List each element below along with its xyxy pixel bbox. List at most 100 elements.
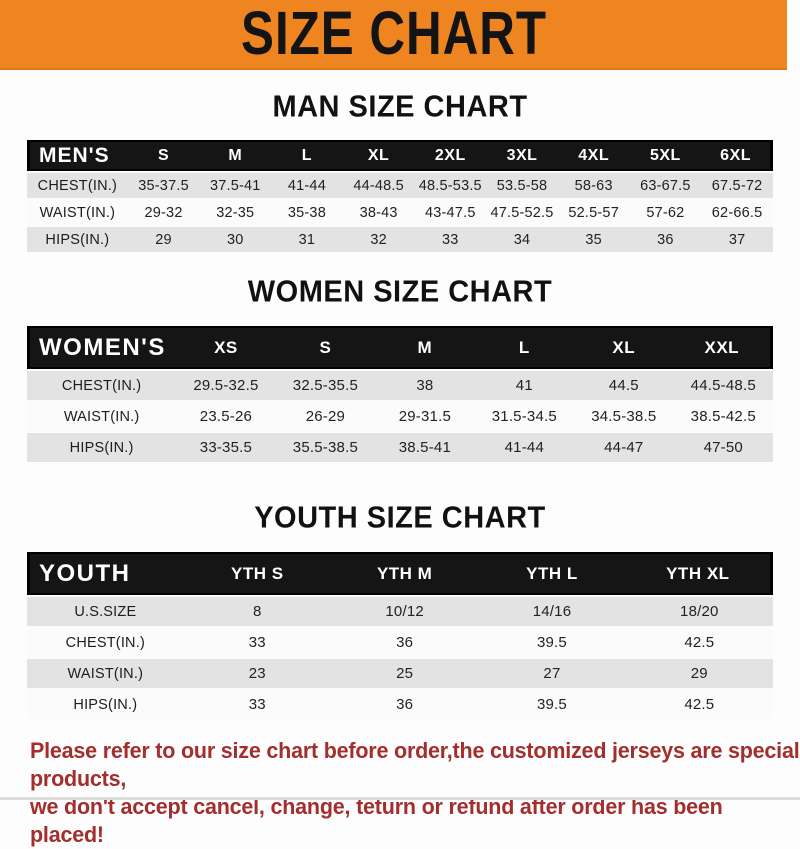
size-value-cell: 36 xyxy=(629,225,702,252)
size-value-cell: 67.5-72 xyxy=(701,171,773,198)
size-value-cell: 41-44 xyxy=(474,431,575,462)
size-value-cell: 42.5 xyxy=(625,688,773,719)
row-label: CHEST(IN.) xyxy=(27,369,177,400)
row-label: CHEST(IN.) xyxy=(27,626,184,657)
table-row: CHEST(IN.) 29.5-32.5 32.5-35.5 38 41 44.5 44.5… xyxy=(27,369,773,400)
table-row: WAIST(IN.) 29-32 32-35 35-38 38-43 43-47.5 47.… xyxy=(27,198,773,225)
column-header: S xyxy=(275,326,376,369)
size-value-cell: 29-31.5 xyxy=(375,400,475,431)
column-header: 2XL xyxy=(414,140,487,171)
table-header-label: WOMEN'S xyxy=(27,326,177,369)
size-value-cell: 23.5-26 xyxy=(176,400,276,431)
bottom-edge-strip xyxy=(0,797,800,800)
column-header: XXL xyxy=(673,326,773,369)
size-value-cell: 39.5 xyxy=(478,626,626,657)
row-label: HIPS(IN.) xyxy=(27,431,177,462)
size-value-cell: 38-43 xyxy=(342,198,415,225)
size-value-cell: 27 xyxy=(478,657,626,688)
size-value-cell: 34.5-38.5 xyxy=(574,400,674,431)
women-section-heading: WOMEN SIZE CHART xyxy=(247,275,553,309)
column-header: 6XL xyxy=(701,140,773,171)
size-value-cell: 23 xyxy=(183,657,331,688)
size-value-cell: 37.5-41 xyxy=(199,171,272,198)
table-header-row: WOMEN'S XS S M L XL XXL xyxy=(27,326,773,369)
refund-policy-line-2: we don't accept cancel, change, teturn o… xyxy=(30,794,723,848)
table-row: HIPS(IN.) 33-35.5 35.5-38.5 38.5-41 41-44 44-… xyxy=(27,431,773,462)
column-header: YTH S xyxy=(183,552,331,595)
column-header: XS xyxy=(176,326,276,369)
table-header-row: YOUTH YTH S YTH M YTH L YTH XL xyxy=(27,552,773,595)
size-value-cell: 47-50 xyxy=(673,431,773,462)
size-value-cell: 42.5 xyxy=(625,626,773,657)
column-header: L xyxy=(474,326,575,369)
size-value-cell: 32.5-35.5 xyxy=(275,369,376,400)
size-value-cell: 14/16 xyxy=(478,595,626,626)
size-value-cell: 44-47 xyxy=(574,431,674,462)
row-label: HIPS(IN.) xyxy=(27,688,184,719)
row-label: U.S.SIZE xyxy=(27,595,184,626)
size-value-cell: 18/20 xyxy=(625,595,773,626)
size-value-cell: 38 xyxy=(375,369,475,400)
column-header: YTH XL xyxy=(625,552,773,595)
size-value-cell: 57-62 xyxy=(629,198,702,225)
table-row: CHEST(IN.) 35-37.5 37.5-41 41-44 44-48.5 48.5… xyxy=(27,171,773,198)
size-value-cell: 33 xyxy=(183,626,331,657)
size-value-cell: 44.5-48.5 xyxy=(673,369,773,400)
size-value-cell: 47.5-52.5 xyxy=(486,198,558,225)
row-label: CHEST(IN.) xyxy=(27,171,128,198)
size-value-cell: 43-47.5 xyxy=(414,198,487,225)
size-value-cell: 29 xyxy=(127,225,200,252)
youth-size-table: YOUTH YTH S YTH M YTH L YTH XL U.S.SIZE 8 10/12… xyxy=(27,552,773,719)
size-value-cell: 33-35.5 xyxy=(176,431,276,462)
refund-policy-note: Please refer to our size chart before or… xyxy=(30,737,800,849)
youth-table-wrap: YOUTH YTH S YTH M YTH L YTH XL U.S.SIZE 8 10/12… xyxy=(0,552,800,719)
size-value-cell: 33 xyxy=(414,225,487,252)
size-value-cell: 44.5 xyxy=(574,369,674,400)
column-header: YTH L xyxy=(478,552,626,595)
size-value-cell: 36 xyxy=(330,626,479,657)
size-value-cell: 33 xyxy=(183,688,331,719)
size-value-cell: 38.5-42.5 xyxy=(673,400,773,431)
size-value-cell: 8 xyxy=(183,595,331,626)
man-size-table: MEN'S S M L XL 2XL 3XL 4XL 5XL 6XL CHEST(IN.) 35-37… xyxy=(27,140,773,252)
table-row: U.S.SIZE 8 10/12 14/16 18/20 xyxy=(27,595,773,626)
size-value-cell: 53.5-58 xyxy=(486,171,558,198)
table-header-row: MEN'S S M L XL 2XL 3XL 4XL 5XL 6XL xyxy=(27,140,773,171)
orange-title-banner: SIZE CHART xyxy=(0,0,787,70)
table-row: WAIST(IN.) 23 25 27 29 xyxy=(27,657,773,688)
column-header: M xyxy=(199,140,272,171)
size-value-cell: 44-48.5 xyxy=(342,171,415,198)
row-label: WAIST(IN.) xyxy=(27,657,184,688)
column-header: XL xyxy=(574,326,674,369)
size-value-cell: 52.5-57 xyxy=(557,198,630,225)
size-value-cell: 36 xyxy=(330,688,479,719)
size-value-cell: 29-32 xyxy=(127,198,200,225)
column-header: S xyxy=(127,140,200,171)
man-section-heading: MAN SIZE CHART xyxy=(272,90,528,124)
size-value-cell: 63-67.5 xyxy=(629,171,702,198)
size-value-cell: 26-29 xyxy=(275,400,376,431)
size-value-cell: 48.5-53.5 xyxy=(414,171,487,198)
table-row: WAIST(IN.) 23.5-26 26-29 29-31.5 31.5-34.5 34… xyxy=(27,400,773,431)
size-value-cell: 58-63 xyxy=(557,171,630,198)
size-value-cell: 10/12 xyxy=(330,595,479,626)
size-value-cell: 29 xyxy=(625,657,773,688)
table-row: CHEST(IN.) 33 36 39.5 42.5 xyxy=(27,626,773,657)
size-value-cell: 35.5-38.5 xyxy=(275,431,376,462)
row-label: WAIST(IN.) xyxy=(27,198,128,225)
table-row: HIPS(IN.) 33 36 39.5 42.5 xyxy=(27,688,773,719)
size-value-cell: 62-66.5 xyxy=(701,198,773,225)
column-header: 3XL xyxy=(486,140,558,171)
size-value-cell: 35-37.5 xyxy=(127,171,200,198)
size-value-cell: 32-35 xyxy=(199,198,272,225)
table-row: HIPS(IN.) 29 30 31 32 33 34 35 36 37 xyxy=(27,225,773,252)
size-value-cell: 37 xyxy=(701,225,773,252)
row-label: WAIST(IN.) xyxy=(27,400,177,431)
column-header: YTH M xyxy=(330,552,479,595)
refund-policy-line-1: Please refer to our size chart before or… xyxy=(30,738,800,792)
size-value-cell: 34 xyxy=(486,225,558,252)
size-value-cell: 41 xyxy=(474,369,575,400)
size-value-cell: 35 xyxy=(557,225,630,252)
man-table-wrap: MEN'S S M L XL 2XL 3XL 4XL 5XL 6XL CHEST(IN.) 35-37… xyxy=(0,140,800,252)
column-header: L xyxy=(271,140,343,171)
